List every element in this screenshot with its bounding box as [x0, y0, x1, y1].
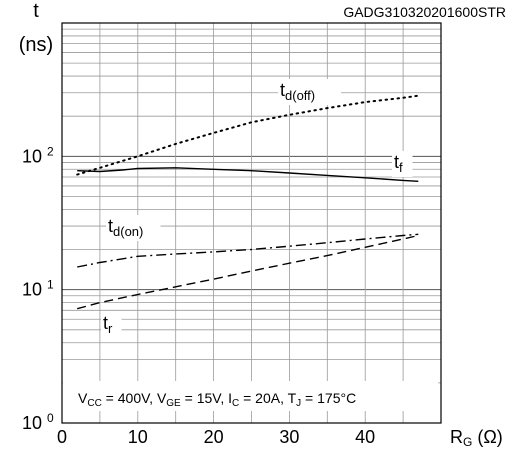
x-tick-label: 40: [355, 427, 375, 447]
series-line-f: [77, 167, 419, 182]
x-tick-labels: 0 10 20 30 40: [57, 427, 375, 447]
x-tick-label: 10: [128, 427, 148, 447]
chart-code: GADG310320201600STR: [343, 4, 506, 20]
y-axis-label: t: [33, 0, 39, 22]
series-label-bg: [278, 79, 341, 105]
y-tick-label: 10 2: [22, 144, 54, 166]
x-axis-unit-text: (Ω): [477, 427, 502, 447]
x-tick-label: 20: [204, 427, 224, 447]
series-line-r: [77, 234, 419, 310]
series-group: [76, 94, 420, 310]
series-label-bg: [106, 215, 161, 241]
series-label-bg: [392, 151, 413, 177]
conditions-annotation: VCC = 400V, VGE = 15V, IC = 20A, TJ = 17…: [78, 390, 356, 409]
y-axis-unit: (ns): [19, 34, 53, 56]
series-label-doff: td(off): [280, 80, 315, 103]
x-axis-label-sub: G: [463, 435, 472, 449]
y-tick-labels: 10 0 10 1 10 2: [22, 144, 54, 433]
annotation-box: [63, 381, 438, 411]
x-axis-title: RG (Ω): [450, 427, 503, 449]
series-label-f: tf: [394, 152, 403, 175]
grid: [62, 23, 441, 423]
series-label-r: tr: [103, 313, 113, 336]
y-tick-label: 10 1: [22, 278, 54, 300]
series-line-doff: [76, 94, 420, 176]
y-tick-label: 10 0: [22, 411, 54, 433]
x-tick-label: 30: [279, 427, 299, 447]
plot-frame: [61, 22, 442, 424]
x-tick-label: 0: [57, 427, 67, 447]
series-line-don: [77, 233, 419, 268]
series-labels: td(off) tf td(on) tr: [101, 79, 413, 338]
series-label-bg: [101, 312, 122, 338]
x-axis-label: R: [450, 427, 463, 447]
series-label-don: td(on): [108, 216, 143, 239]
